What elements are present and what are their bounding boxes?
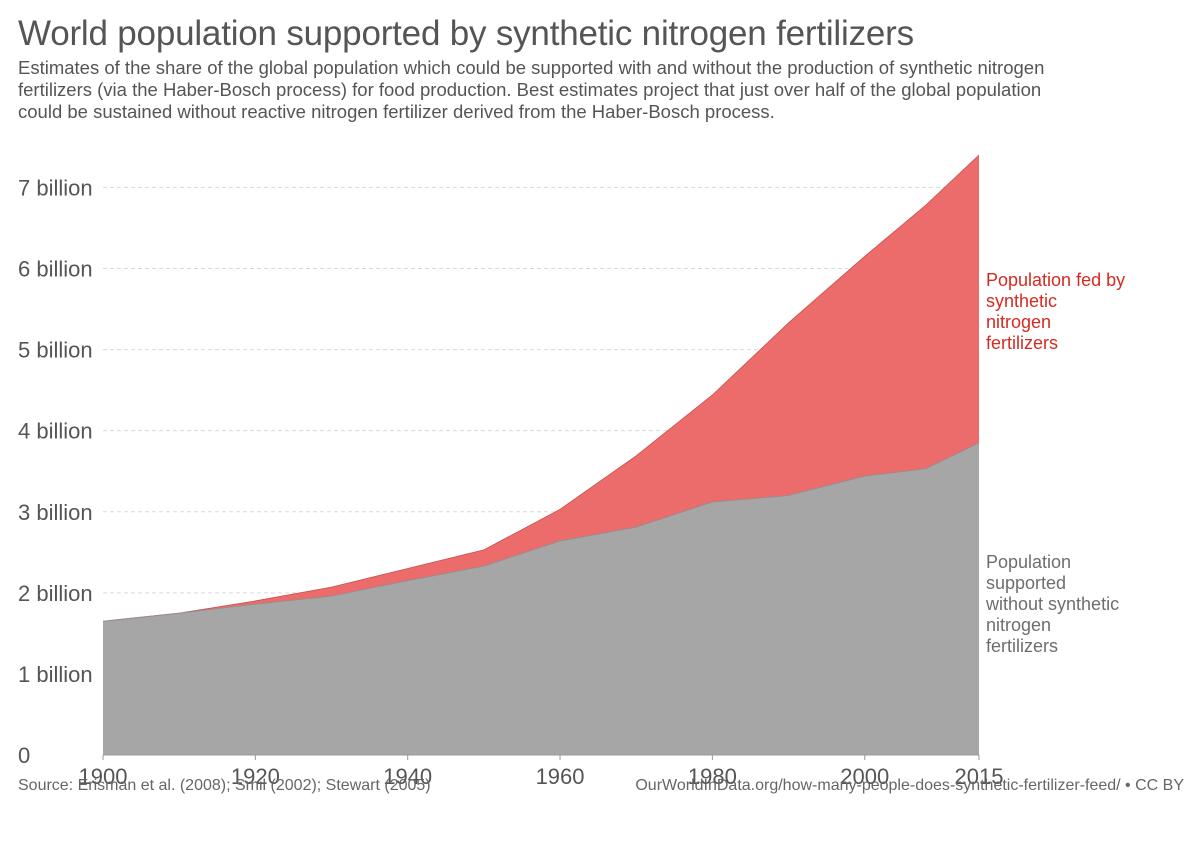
x-tick-label: 1920 (231, 764, 280, 789)
x-tick-label: 2000 (840, 764, 889, 789)
series-label-line: fertilizers (986, 636, 1058, 656)
y-tick-label: 1 billion (18, 662, 93, 687)
series-label-line: Population (986, 552, 1071, 572)
series-area-without-fertilizer (103, 442, 979, 755)
series-label-line: supported (986, 573, 1066, 593)
series-label-without-fertilizer: Population supported without synthetic nitr… (985, 552, 1119, 656)
y-tick-label: 4 billion (18, 419, 93, 444)
series-line-total (102, 154, 980, 622)
series-label-line: nitrogen (986, 312, 1051, 332)
y-tick-label: 5 billion (18, 338, 93, 363)
y-tick-label: 6 billion (18, 257, 93, 282)
series-label-line: nitrogen (986, 615, 1051, 635)
y-tick-label: 0 (18, 743, 30, 768)
chart-title: World population supported by synthetic … (18, 14, 914, 53)
series-label-line: synthetic (986, 291, 1057, 311)
series-label-line: fertilizers (986, 333, 1058, 353)
source-note: Source: Erisman et al. (2008); Smil (200… (18, 777, 431, 794)
x-tick-label: 1960 (536, 764, 585, 789)
series-label-fertilizer-fed: Population fed by synthetic nitrogen fertil… (986, 270, 1125, 353)
x-tick-label: 2015 (955, 764, 1004, 789)
y-tick-label: 2 billion (18, 581, 93, 606)
series-label-line: without synthetic (985, 594, 1119, 614)
y-tick-label: 7 billion (18, 175, 93, 200)
x-tick-label: 1940 (383, 764, 432, 789)
x-tick-label: 1900 (79, 764, 128, 789)
y-tick-label: 3 billion (18, 500, 93, 525)
source-url[interactable]: OurWorldInData.org/how-many-people-does-… (635, 777, 1184, 794)
x-tick-label: 1980 (688, 764, 737, 789)
series-line-without-fertilizer (102, 442, 980, 622)
series-area-fertilizer-fed (103, 155, 979, 622)
chart-subtitle: Estimates of the share of the global pop… (18, 57, 1045, 122)
series-label-line: Population fed by (986, 270, 1125, 290)
